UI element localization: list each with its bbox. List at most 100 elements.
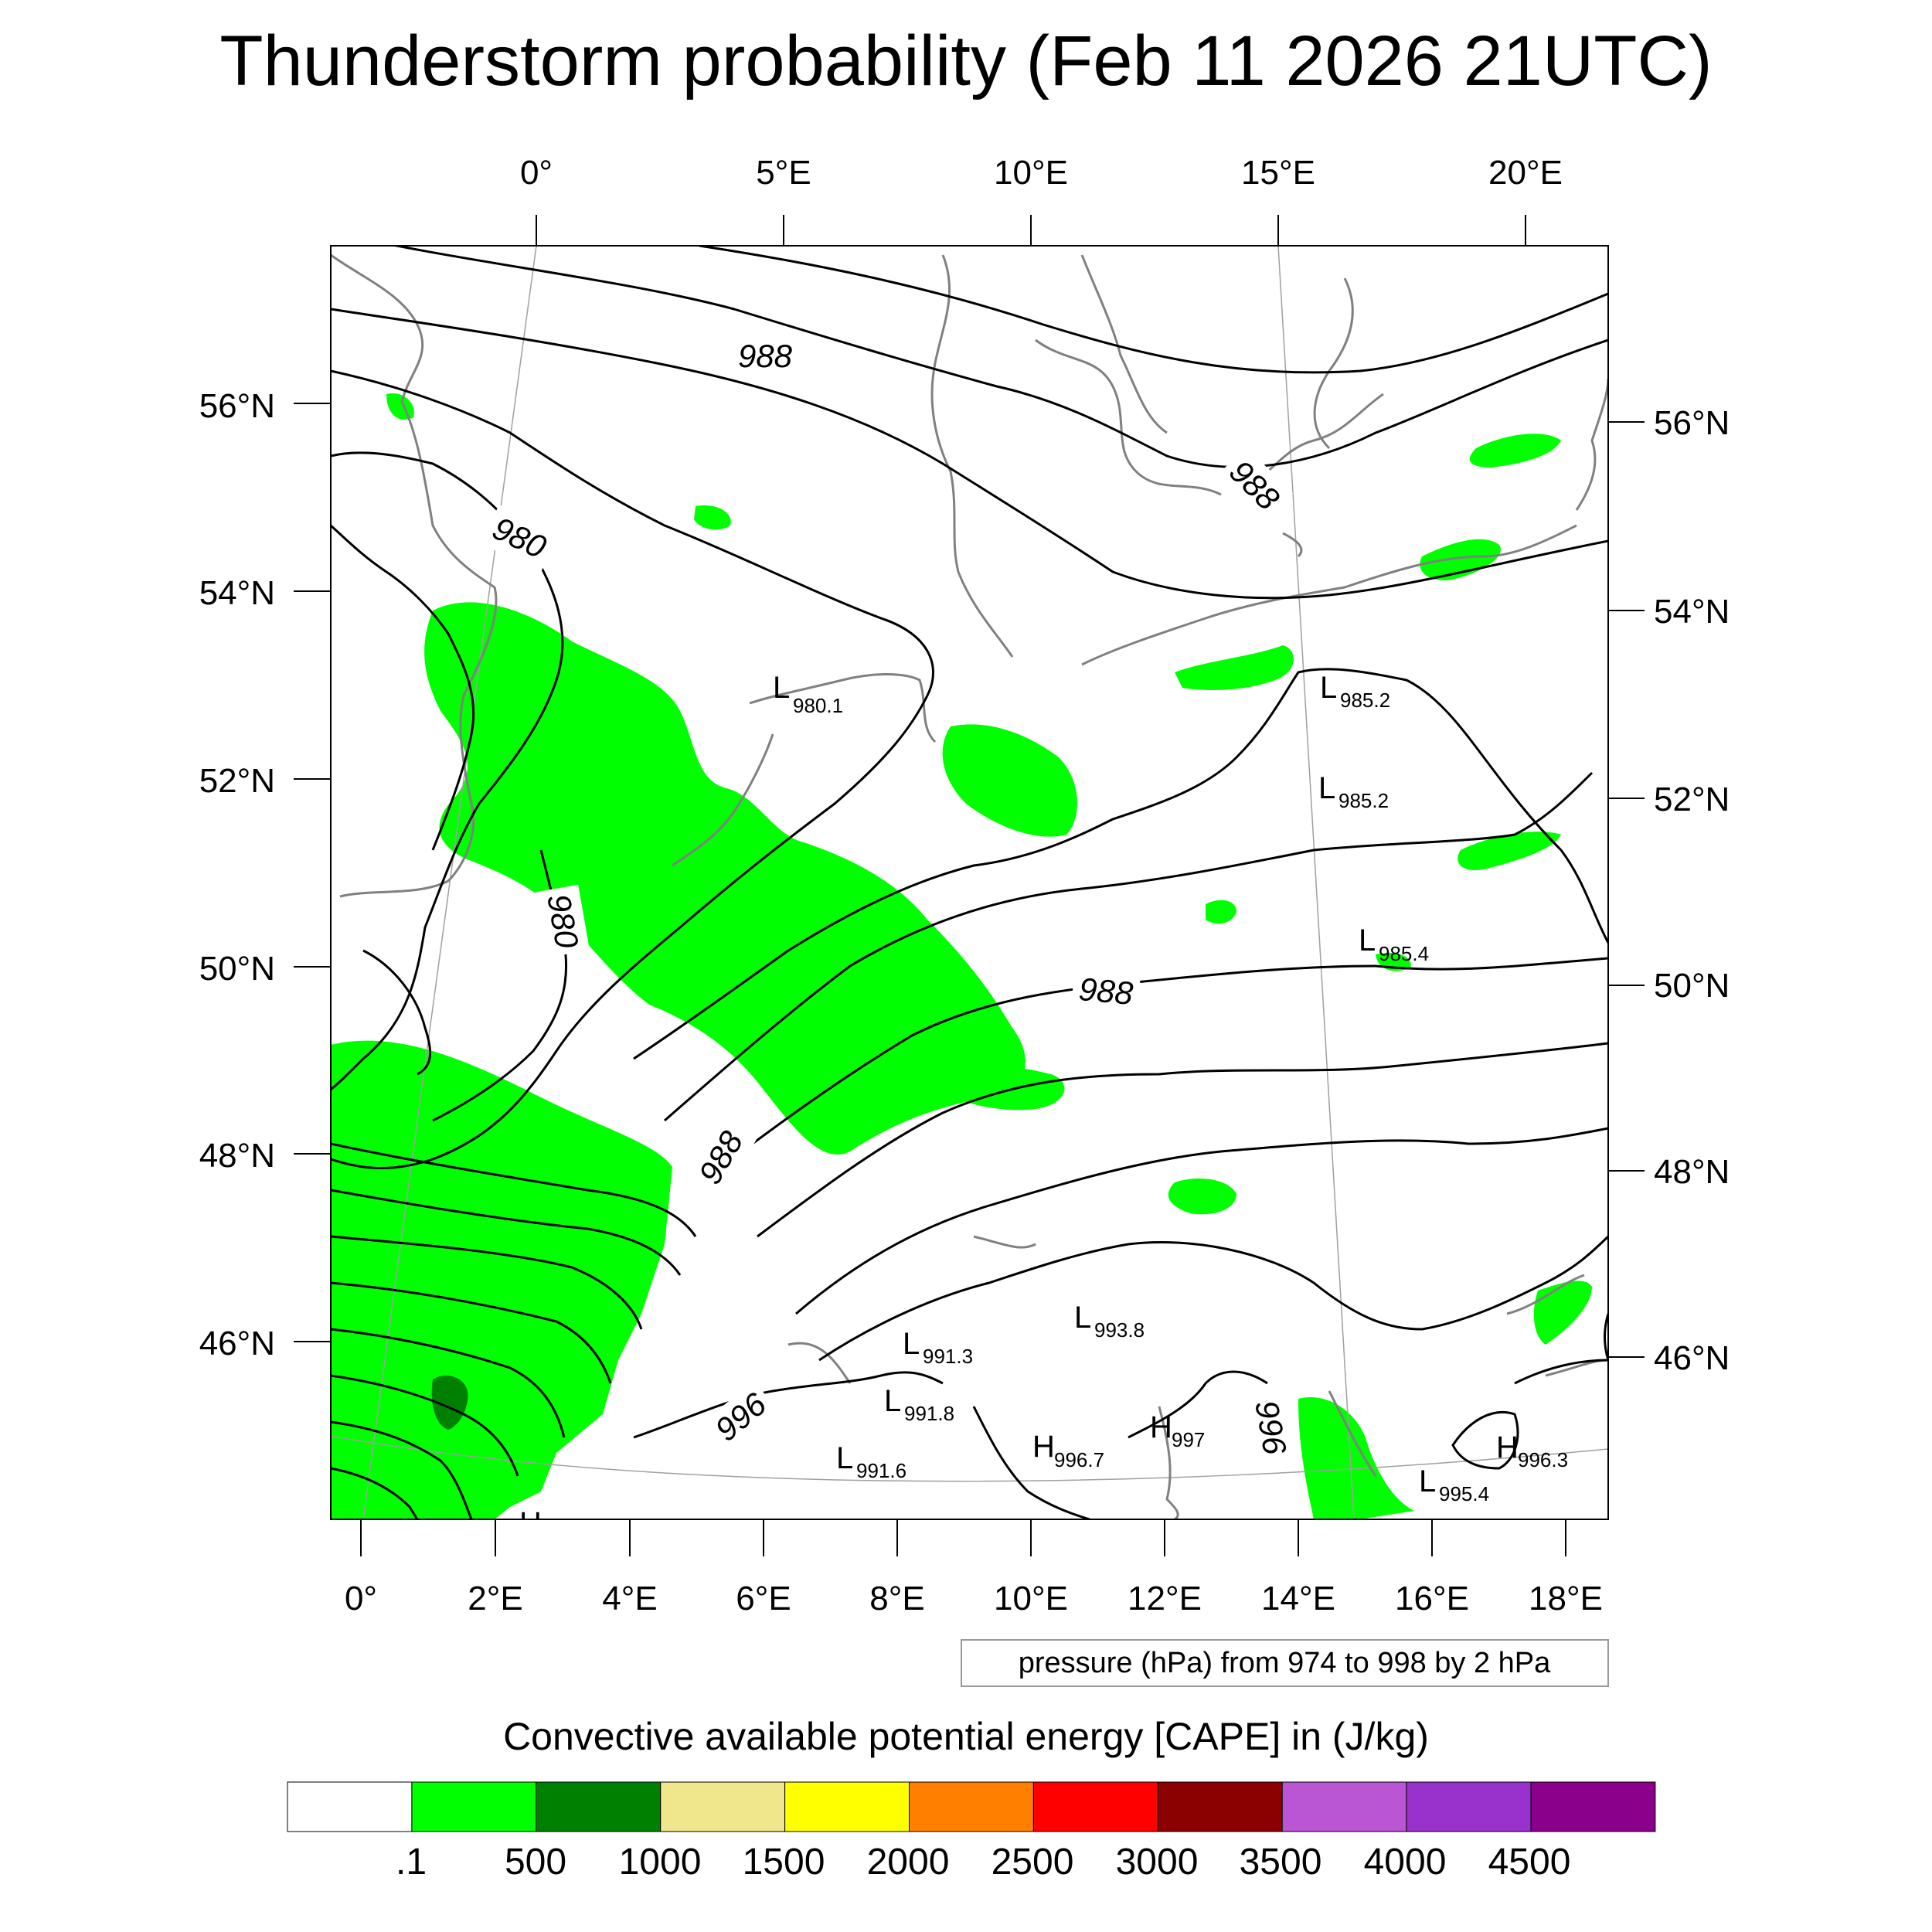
colorbar-label: 4500	[1488, 1842, 1571, 1883]
colorbar-label: 2500	[992, 1842, 1074, 1883]
bottom-lon-label: 18°E	[1529, 1580, 1603, 1617]
bottom-lon-label: 6°E	[736, 1580, 791, 1617]
colorbar-swatch	[287, 1781, 413, 1832]
center-kind: H	[519, 1506, 542, 1540]
center-value: 997	[1172, 1428, 1205, 1451]
center-kind: L	[836, 1441, 853, 1475]
center-kind: L	[1318, 771, 1335, 805]
bottom-ticks	[360, 1519, 1566, 1556]
pressure-center: L 991.8	[884, 1384, 954, 1425]
colorbar-title: Convective available potential energy [C…	[503, 1715, 1429, 1758]
center-value: 980.1	[793, 694, 843, 717]
center-value: 991.6	[856, 1459, 906, 1482]
center-kind: L	[1074, 1301, 1091, 1335]
pressure-center: H 996.7	[1032, 1430, 1104, 1471]
center-kind: L	[773, 671, 790, 705]
pressure-center: L 995.4	[1419, 1464, 1489, 1505]
center-value: 985.2	[1340, 689, 1390, 712]
colorbar-swatch	[1406, 1781, 1532, 1832]
left-ticks	[294, 403, 331, 1342]
colorbar-label: .1	[396, 1842, 427, 1883]
bottom-lon-label: 14°E	[1261, 1580, 1335, 1617]
colorbar-labels: .1 500 1000 1500 2000 2500 3000 3500 400…	[396, 1842, 1570, 1883]
colorbar-swatch	[660, 1781, 786, 1832]
bottom-lon-label: 8°E	[869, 1580, 924, 1617]
colorbar-swatch	[1032, 1781, 1158, 1832]
top-ticks	[536, 215, 1526, 246]
graticule	[331, 246, 1608, 1519]
left-latitude-labels: 56°N 54°N 52°N 50°N 48°N 46°N	[199, 387, 275, 1362]
bottom-lon-label: 10°E	[994, 1580, 1068, 1617]
colorbar-swatch	[411, 1781, 537, 1832]
top-longitude-labels: 0° 5°E 10°E 15°E 20°E	[520, 154, 1563, 192]
right-lat-label: 48°N	[1654, 1153, 1730, 1191]
center-value: 991.8	[904, 1402, 954, 1425]
colorbar-swatch	[784, 1781, 910, 1832]
colorbar-label: 4000	[1364, 1842, 1447, 1883]
map-title: Thunderstorm probability (Feb 11 2026 21…	[219, 22, 1712, 100]
colorbar-swatch	[1157, 1781, 1283, 1832]
colorbar-swatch	[1281, 1781, 1407, 1832]
left-lat-label: 48°N	[199, 1137, 275, 1175]
bottom-lon-label: 0°	[345, 1580, 377, 1617]
top-lon-label: 0°	[520, 154, 553, 192]
center-value: 991.3	[923, 1345, 973, 1368]
colorbar-label: 500	[505, 1842, 566, 1883]
right-lat-label: 50°N	[1654, 967, 1730, 1005]
colorbar-label: 2000	[867, 1842, 950, 1883]
center-kind: H	[1032, 1430, 1055, 1464]
bottom-lon-label: 16°E	[1395, 1580, 1469, 1617]
right-lat-label: 52°N	[1654, 781, 1730, 818]
right-ticks	[1608, 421, 1645, 1358]
center-kind: L	[1320, 671, 1337, 705]
center-value: 996.7	[1054, 1448, 1104, 1471]
center-kind: L	[903, 1327, 920, 1361]
pressure-center: L 991.6	[836, 1441, 906, 1482]
top-lon-label: 10°E	[994, 154, 1068, 192]
colorbar-label: 1000	[619, 1842, 702, 1883]
right-lat-label: 56°N	[1654, 404, 1730, 442]
bottom-lon-label: 12°E	[1128, 1580, 1202, 1617]
contour-info-box	[961, 1639, 1609, 1687]
colorbar-label: 1500	[743, 1842, 825, 1883]
center-kind: L	[1419, 1464, 1436, 1498]
map-area: 988 980 988 980 988 988 996 996 L 980.1 …	[331, 246, 1608, 1540]
colorbar-swatch	[909, 1781, 1034, 1832]
center-kind: L	[1359, 923, 1376, 957]
left-lat-label: 52°N	[199, 762, 275, 800]
center-value: 995.4	[1439, 1482, 1489, 1505]
center-kind: H	[1496, 1430, 1519, 1464]
pressure-center: L 985.4	[1359, 923, 1429, 965]
pressure-center: H	[519, 1506, 542, 1540]
colorbar-swatch	[1530, 1781, 1656, 1832]
colorbar-swatch	[536, 1781, 662, 1832]
contour-info: pressure (hPa) from 974 to 998 by 2 hPa	[1019, 1647, 1551, 1679]
left-lat-label: 56°N	[199, 387, 275, 425]
right-lat-label: 54°N	[1654, 593, 1730, 631]
pressure-center: L 985.2	[1318, 771, 1389, 812]
left-lat-label: 46°N	[199, 1325, 275, 1362]
map-frame	[330, 245, 1609, 1520]
isobars	[331, 246, 1608, 1519]
right-lat-label: 46°N	[1654, 1339, 1730, 1377]
center-value: 996.3	[1518, 1448, 1568, 1471]
colorbar-label: 3000	[1116, 1842, 1199, 1883]
left-lat-label: 50°N	[199, 950, 275, 988]
pressure-center: L 985.2	[1320, 671, 1390, 712]
pressure-center: H 996.3	[1496, 1430, 1568, 1471]
pressure-center: L 980.1	[773, 671, 843, 717]
cape-field-dark	[431, 1376, 468, 1430]
right-latitude-labels: 56°N 54°N 52°N 50°N 48°N 46°N	[1654, 404, 1730, 1377]
center-kind: L	[884, 1384, 901, 1418]
isobar-label: 988	[1077, 971, 1135, 1012]
center-value: 985.2	[1338, 789, 1389, 812]
top-lon-label: 5°E	[756, 154, 811, 192]
top-lon-label: 20°E	[1488, 154, 1563, 192]
pressure-center: L 993.8	[1074, 1301, 1145, 1342]
center-value: 985.4	[1379, 942, 1429, 965]
center-kind: H	[1150, 1410, 1172, 1444]
colorbar	[287, 1781, 1656, 1832]
center-value: 993.8	[1094, 1318, 1145, 1342]
pressure-center: L 991.3	[903, 1327, 973, 1368]
